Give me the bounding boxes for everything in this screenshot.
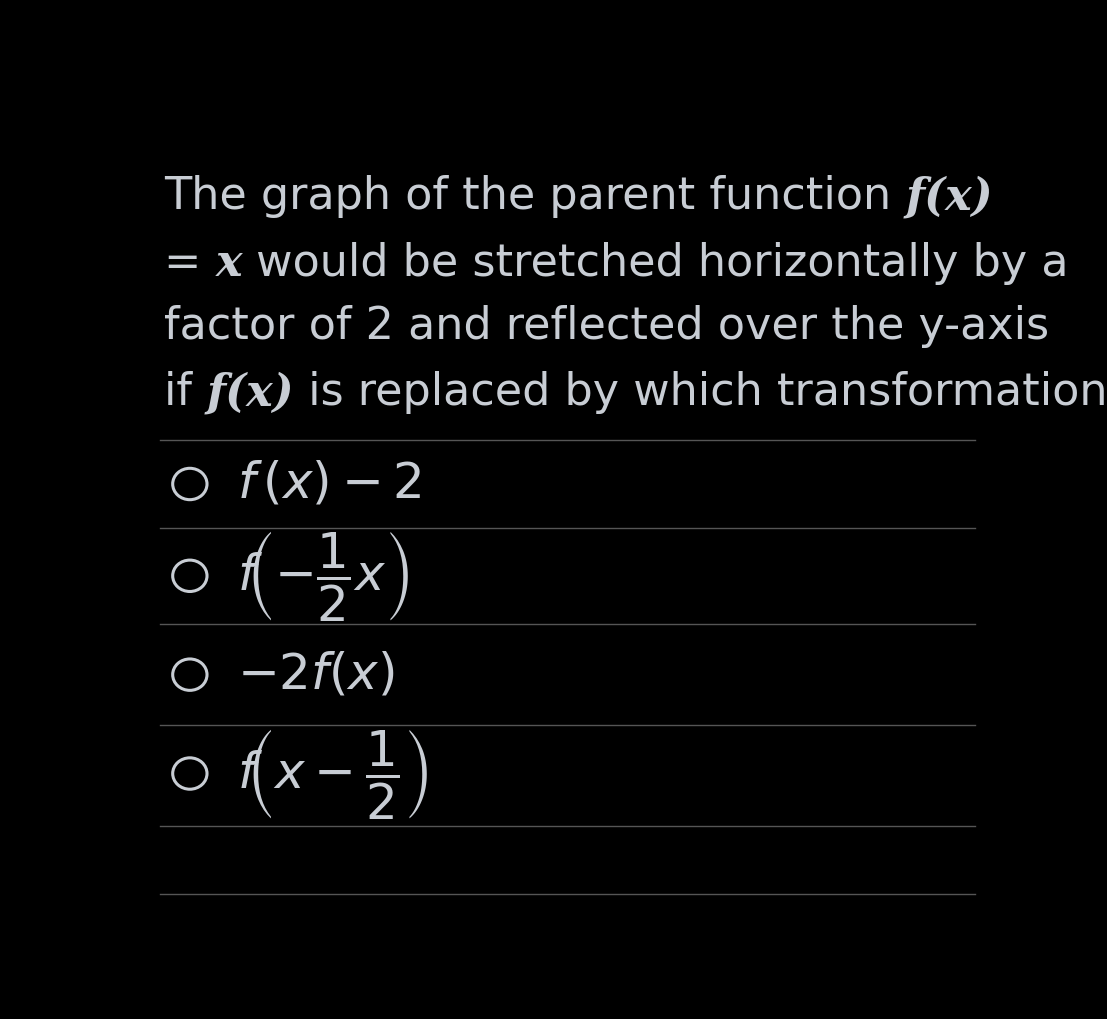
Text: $-2f(x)$: $-2f(x)$ [237, 651, 395, 699]
Text: f(x): f(x) [906, 175, 993, 218]
Text: =: = [164, 243, 216, 285]
Text: factor of 2 and reflected over the y-axis: factor of 2 and reflected over the y-axi… [164, 305, 1049, 347]
Text: f(x): f(x) [206, 372, 293, 415]
Text: $f\,(x) - 2$: $f\,(x) - 2$ [237, 460, 422, 508]
Text: x: x [216, 243, 242, 285]
Text: $f\!\left(-\dfrac{1}{2}x\right)$: $f\!\left(-\dfrac{1}{2}x\right)$ [237, 529, 408, 623]
Text: The graph of the parent function: The graph of the parent function [164, 175, 906, 218]
Text: if: if [164, 372, 206, 415]
Text: $f\!\left(x - \dfrac{1}{2}\right)$: $f\!\left(x - \dfrac{1}{2}\right)$ [237, 727, 428, 820]
Text: is replaced by which transformation?: is replaced by which transformation? [293, 372, 1107, 415]
Text: would be stretched horizontally by a: would be stretched horizontally by a [242, 243, 1068, 285]
